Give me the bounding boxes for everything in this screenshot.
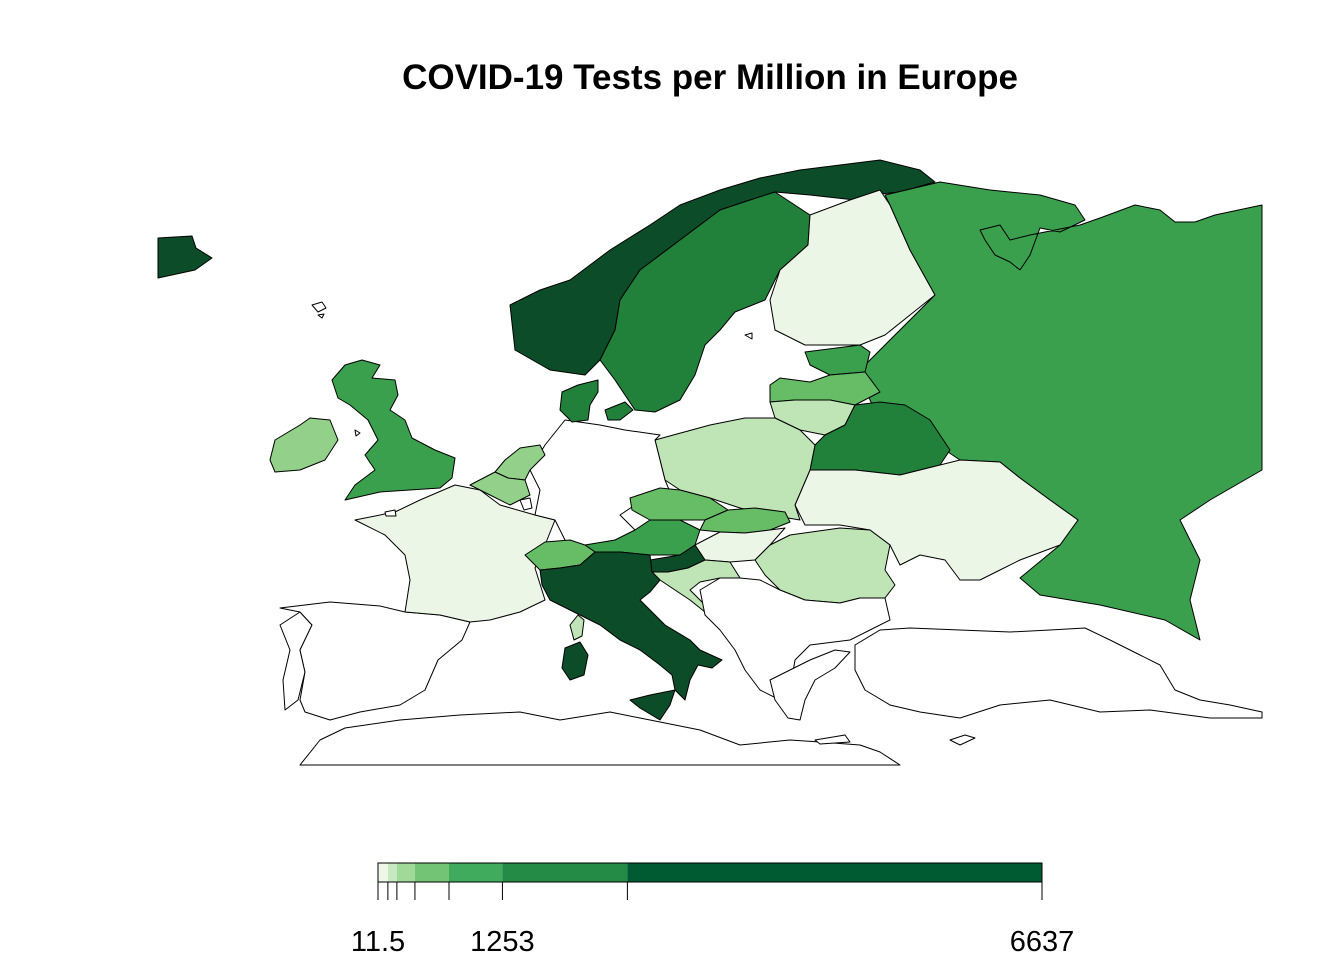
region-estonia[interactable] xyxy=(804,344,871,376)
region-turkey[interactable] xyxy=(854,627,1263,719)
region-ireland[interactable] xyxy=(269,417,339,473)
region-luxembourg[interactable] xyxy=(519,497,533,511)
region-finland[interactable] xyxy=(769,189,936,346)
region-slovakia[interactable] xyxy=(699,507,791,534)
region-france[interactable] xyxy=(354,484,556,623)
region-sardinia[interactable] xyxy=(561,641,589,681)
region-greece[interactable] xyxy=(769,649,851,721)
region-sweden[interactable] xyxy=(599,191,811,413)
region-belgium[interactable] xyxy=(469,471,531,506)
region-germany[interactable] xyxy=(529,419,671,551)
region-sicily[interactable] xyxy=(629,689,676,721)
region-denmark[interactable] xyxy=(559,379,599,423)
region-united-kingdom[interactable] xyxy=(331,359,456,501)
small-islands xyxy=(311,301,976,746)
region-iceland[interactable] xyxy=(157,235,213,279)
region-denmark-zealand[interactable] xyxy=(604,401,634,421)
country-layer xyxy=(157,159,1263,766)
region-ukraine[interactable] xyxy=(794,459,1079,581)
region-corsica[interactable] xyxy=(569,614,585,641)
region-spain[interactable] xyxy=(279,601,471,721)
region-russia[interactable] xyxy=(859,181,1263,641)
region-north-africa[interactable] xyxy=(299,711,901,766)
page-title: COVID-19 Tests per Million in Europe xyxy=(402,58,1018,97)
region-croatia[interactable] xyxy=(651,559,741,616)
region-italy[interactable] xyxy=(539,551,723,701)
region-balkans[interactable] xyxy=(699,577,891,701)
